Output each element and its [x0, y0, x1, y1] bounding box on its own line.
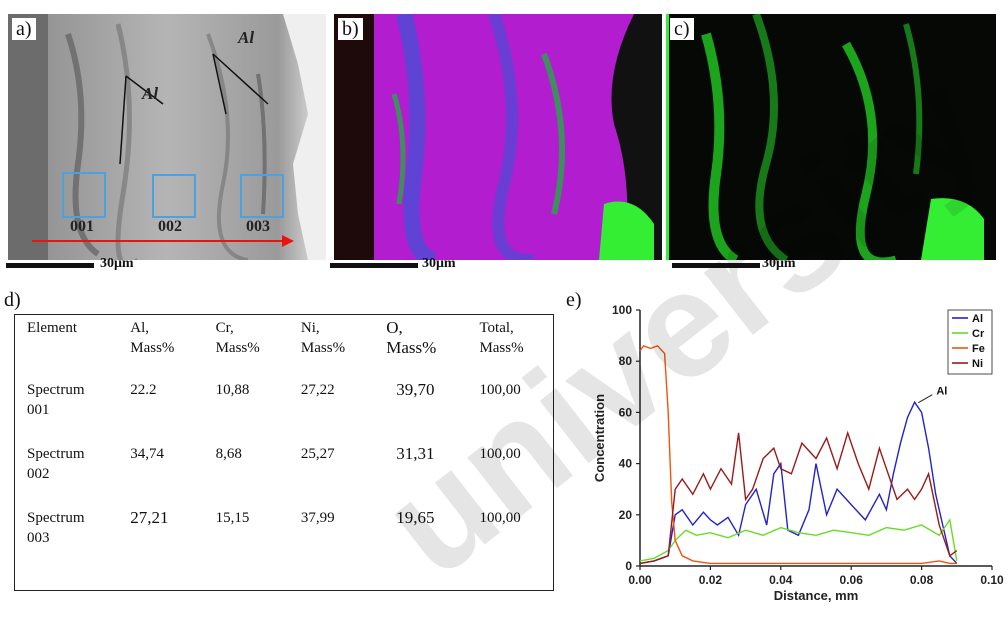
header-o: O, Mass%: [386, 318, 437, 357]
region-box-001: [62, 172, 106, 218]
x-tick-label: 0.10: [980, 573, 1004, 587]
region-label-003: 003: [246, 218, 270, 235]
cell-al: 27,21: [130, 507, 169, 527]
x-tick-label: 0.08: [910, 573, 934, 587]
cell-ni: 27,22: [300, 381, 335, 398]
region-label-001: 001: [70, 218, 94, 235]
row-name: Spectrum 003: [27, 509, 85, 546]
cell-o: 19,65: [396, 507, 435, 527]
cell-total: 100,00: [479, 445, 521, 462]
scale-text-a: 30μm: [100, 256, 134, 271]
cell-al: 34,74: [130, 445, 164, 462]
header-ni: Ni, Mass%: [300, 320, 346, 356]
region-box-002: [152, 174, 196, 218]
panel-label-c: c): [670, 18, 694, 40]
scale-text-c: 30μm: [762, 256, 796, 271]
cell-total: 100,00: [479, 509, 521, 526]
cell-total: 100,00: [479, 381, 521, 398]
y-tick-label: 20: [619, 508, 633, 522]
series-line-ni: [639, 430, 958, 565]
eds-overlay-map: [334, 14, 662, 260]
panel-label-b: b): [338, 18, 363, 40]
row-name: Spectrum 002: [27, 445, 85, 482]
series-line-cr: [639, 518, 958, 562]
y-tick-label: 100: [612, 303, 632, 317]
region-box-003: [240, 174, 284, 218]
line-scan-chart: 0 20 40 60 80 100 0.00 0.02 0.04 0.06 0.08 0.10 Dist…: [592, 303, 1004, 603]
y-tick-label: 60: [619, 405, 633, 419]
y-axis-label: Concentration: [592, 394, 607, 482]
composition-table: Element Al, Mass% Cr, Mass% Ni, Mass% O, Mas…: [14, 314, 554, 591]
eds-map-panel-b: [334, 14, 662, 260]
cell-cr: 10,88: [215, 381, 250, 398]
legend-label-fe: Fe: [972, 343, 985, 355]
header-cr: Cr, Mass%: [215, 320, 260, 356]
legend-label-cr: Cr: [972, 328, 985, 340]
legend-label-ni: Ni: [972, 358, 983, 370]
y-tick-label: 40: [619, 457, 633, 471]
scale-bar-b: [330, 263, 418, 268]
region-label-002: 002: [158, 218, 182, 235]
scan-line-arrow: [32, 235, 294, 247]
scale-text-b: 30μm: [422, 256, 456, 271]
legend-label-al: Al: [972, 313, 983, 325]
cell-cr: 15,15: [215, 509, 250, 526]
cell-ni: 37,99: [300, 509, 335, 526]
cell-o: 39,70: [396, 379, 435, 399]
cell-ni: 25,27: [300, 445, 335, 462]
legend-box: [947, 309, 993, 375]
panel-label-a: a): [12, 18, 36, 40]
header-element: Element: [27, 320, 77, 336]
row-name: Spectrum 001: [27, 381, 85, 418]
cell-cr: 8,68: [215, 445, 242, 462]
table-row: Spectrum 002 34,74 8,68 25,27 31,31 100,0…: [15, 441, 554, 505]
panel-label-d: d): [4, 289, 21, 311]
table-row: Spectrum 003 27,21 15,15 37,99 19,65 100,…: [15, 505, 554, 591]
series-line-al: [639, 400, 958, 565]
x-tick-label: 0.04: [769, 573, 793, 587]
scale-bar-c: [672, 263, 760, 268]
y-tick-label: 80: [619, 354, 633, 368]
table-header-row: Element Al, Mass% Cr, Mass% Ni, Mass% O, Mas…: [15, 315, 554, 377]
al-annotation-1: Al: [238, 28, 255, 47]
annotation-label: Al: [936, 386, 947, 398]
x-tick-label: 0.00: [628, 573, 652, 587]
eds-map-panel-c: [666, 14, 996, 260]
cell-o: 31,31: [396, 443, 435, 463]
series-line-fe: [639, 344, 957, 565]
al-element-map: [666, 14, 996, 260]
scale-bar-a: [6, 263, 94, 268]
sem-image-panel-a: [8, 14, 326, 260]
x-tick-label: 0.06: [840, 573, 864, 587]
cell-al: 22.2: [130, 381, 157, 398]
annotation-arrow: [918, 394, 933, 404]
table-row: Spectrum 001 22.2 10,88 27,22 39,70 100,0…: [15, 377, 554, 441]
panel-label-e: e): [566, 289, 582, 311]
header-total: Total, Mass%: [479, 320, 524, 356]
al-annotation-2: Al: [142, 84, 159, 103]
y-tick-label: 0: [625, 559, 632, 573]
x-axis-label: Distance, mm: [774, 588, 859, 603]
x-tick-label: 0.02: [699, 573, 723, 587]
header-al: Al, Mass%: [130, 320, 175, 356]
sem-micrograph: [8, 14, 326, 260]
